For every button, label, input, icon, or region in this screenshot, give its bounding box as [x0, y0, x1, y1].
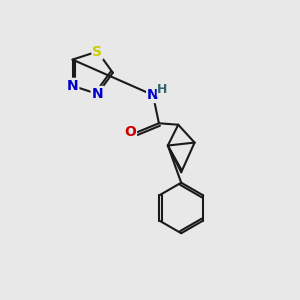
Text: H: H	[157, 83, 168, 96]
Text: O: O	[124, 125, 136, 139]
Text: N: N	[92, 87, 103, 101]
Text: N: N	[67, 79, 78, 93]
Text: S: S	[92, 44, 102, 58]
Text: N: N	[147, 88, 159, 102]
